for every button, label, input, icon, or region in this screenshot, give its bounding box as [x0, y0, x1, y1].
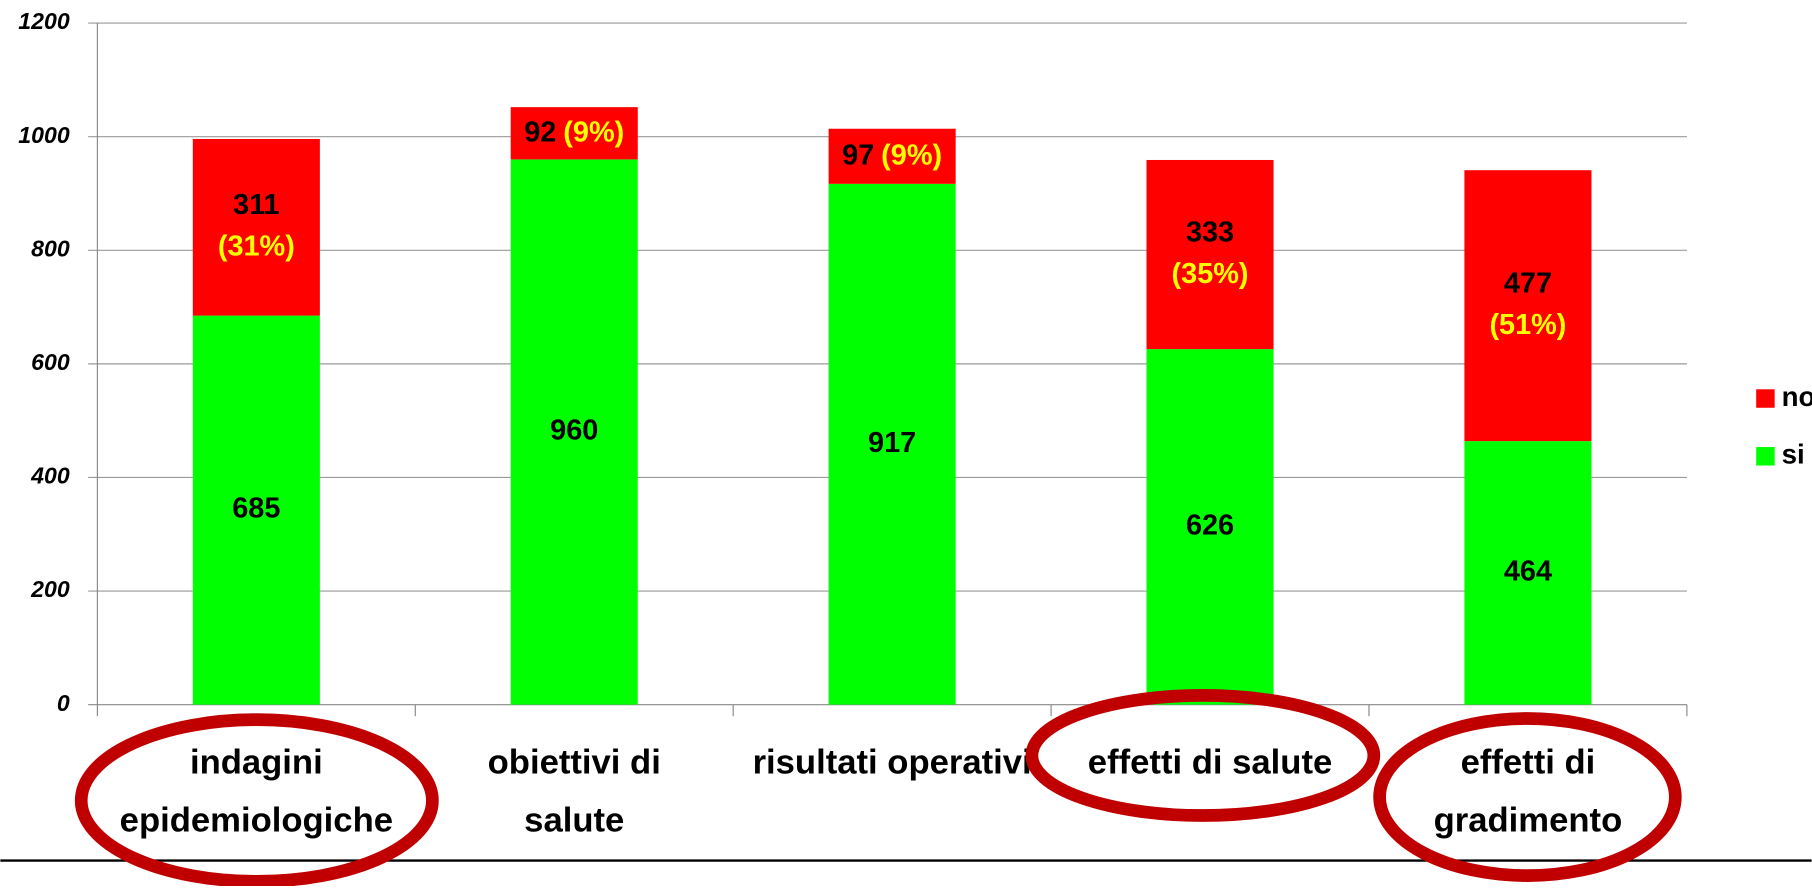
y-tick-label: 0: [57, 690, 70, 716]
data-label-value: 960: [550, 415, 598, 447]
bar-segment: [192, 315, 320, 705]
bar-segment: [510, 159, 638, 705]
data-label-share: (9%): [881, 139, 942, 171]
data-label-value: 685: [232, 493, 280, 525]
x-tick-label: effetti di gradimento: [1434, 744, 1623, 840]
data-label: 92 (9%): [524, 116, 624, 148]
data-label-value: 333: [1186, 216, 1234, 248]
x-tick-label: indagini epidemiologiche: [120, 744, 393, 840]
data-label-value: 92: [524, 116, 556, 148]
legend-label: si: [1782, 439, 1805, 470]
data-label-value: 477: [1504, 267, 1552, 299]
legend-swatch: [1756, 447, 1775, 466]
bar-segment: [192, 138, 320, 316]
legend-label: no: [1782, 381, 1812, 412]
bar-segment: [828, 128, 956, 184]
bar-segment: [828, 183, 956, 705]
x-tick-label: risultati operativi: [753, 744, 1032, 782]
data-label-share: (31%): [218, 231, 295, 263]
highlight-ring: [74, 713, 439, 888]
bar-segment: [1146, 349, 1274, 705]
highlight-ring: [1025, 689, 1381, 822]
data-label-value: 626: [1186, 509, 1234, 541]
y-tick-label: 1000: [18, 122, 70, 148]
y-tick-label: 800: [31, 235, 70, 261]
bar-segment: [510, 107, 638, 160]
x-tick-label: effetti di salute: [1088, 744, 1332, 782]
data-label-value: 97: [842, 139, 874, 171]
data-label-share: (9%): [563, 116, 624, 148]
x-tick-label: obiettivi di salute: [488, 744, 661, 840]
data-label-share: (51%): [1489, 309, 1566, 341]
data-label: 97 (9%): [842, 139, 942, 171]
data-label-value: 917: [868, 427, 916, 459]
bar-segment: [1464, 441, 1592, 705]
y-tick-label: 600: [31, 349, 70, 375]
bar-segment: [1464, 170, 1592, 442]
y-tick-label: 200: [30, 576, 70, 602]
data-label-value: 464: [1504, 556, 1552, 588]
y-tick-label: 1200: [18, 8, 70, 34]
legend-swatch: [1756, 389, 1775, 408]
highlight-ring: [1373, 712, 1682, 882]
data-label-value: 311: [233, 189, 280, 221]
bar-segment: [1146, 159, 1274, 350]
data-label-share: (35%): [1172, 258, 1249, 290]
y-tick-label: 400: [30, 463, 70, 489]
